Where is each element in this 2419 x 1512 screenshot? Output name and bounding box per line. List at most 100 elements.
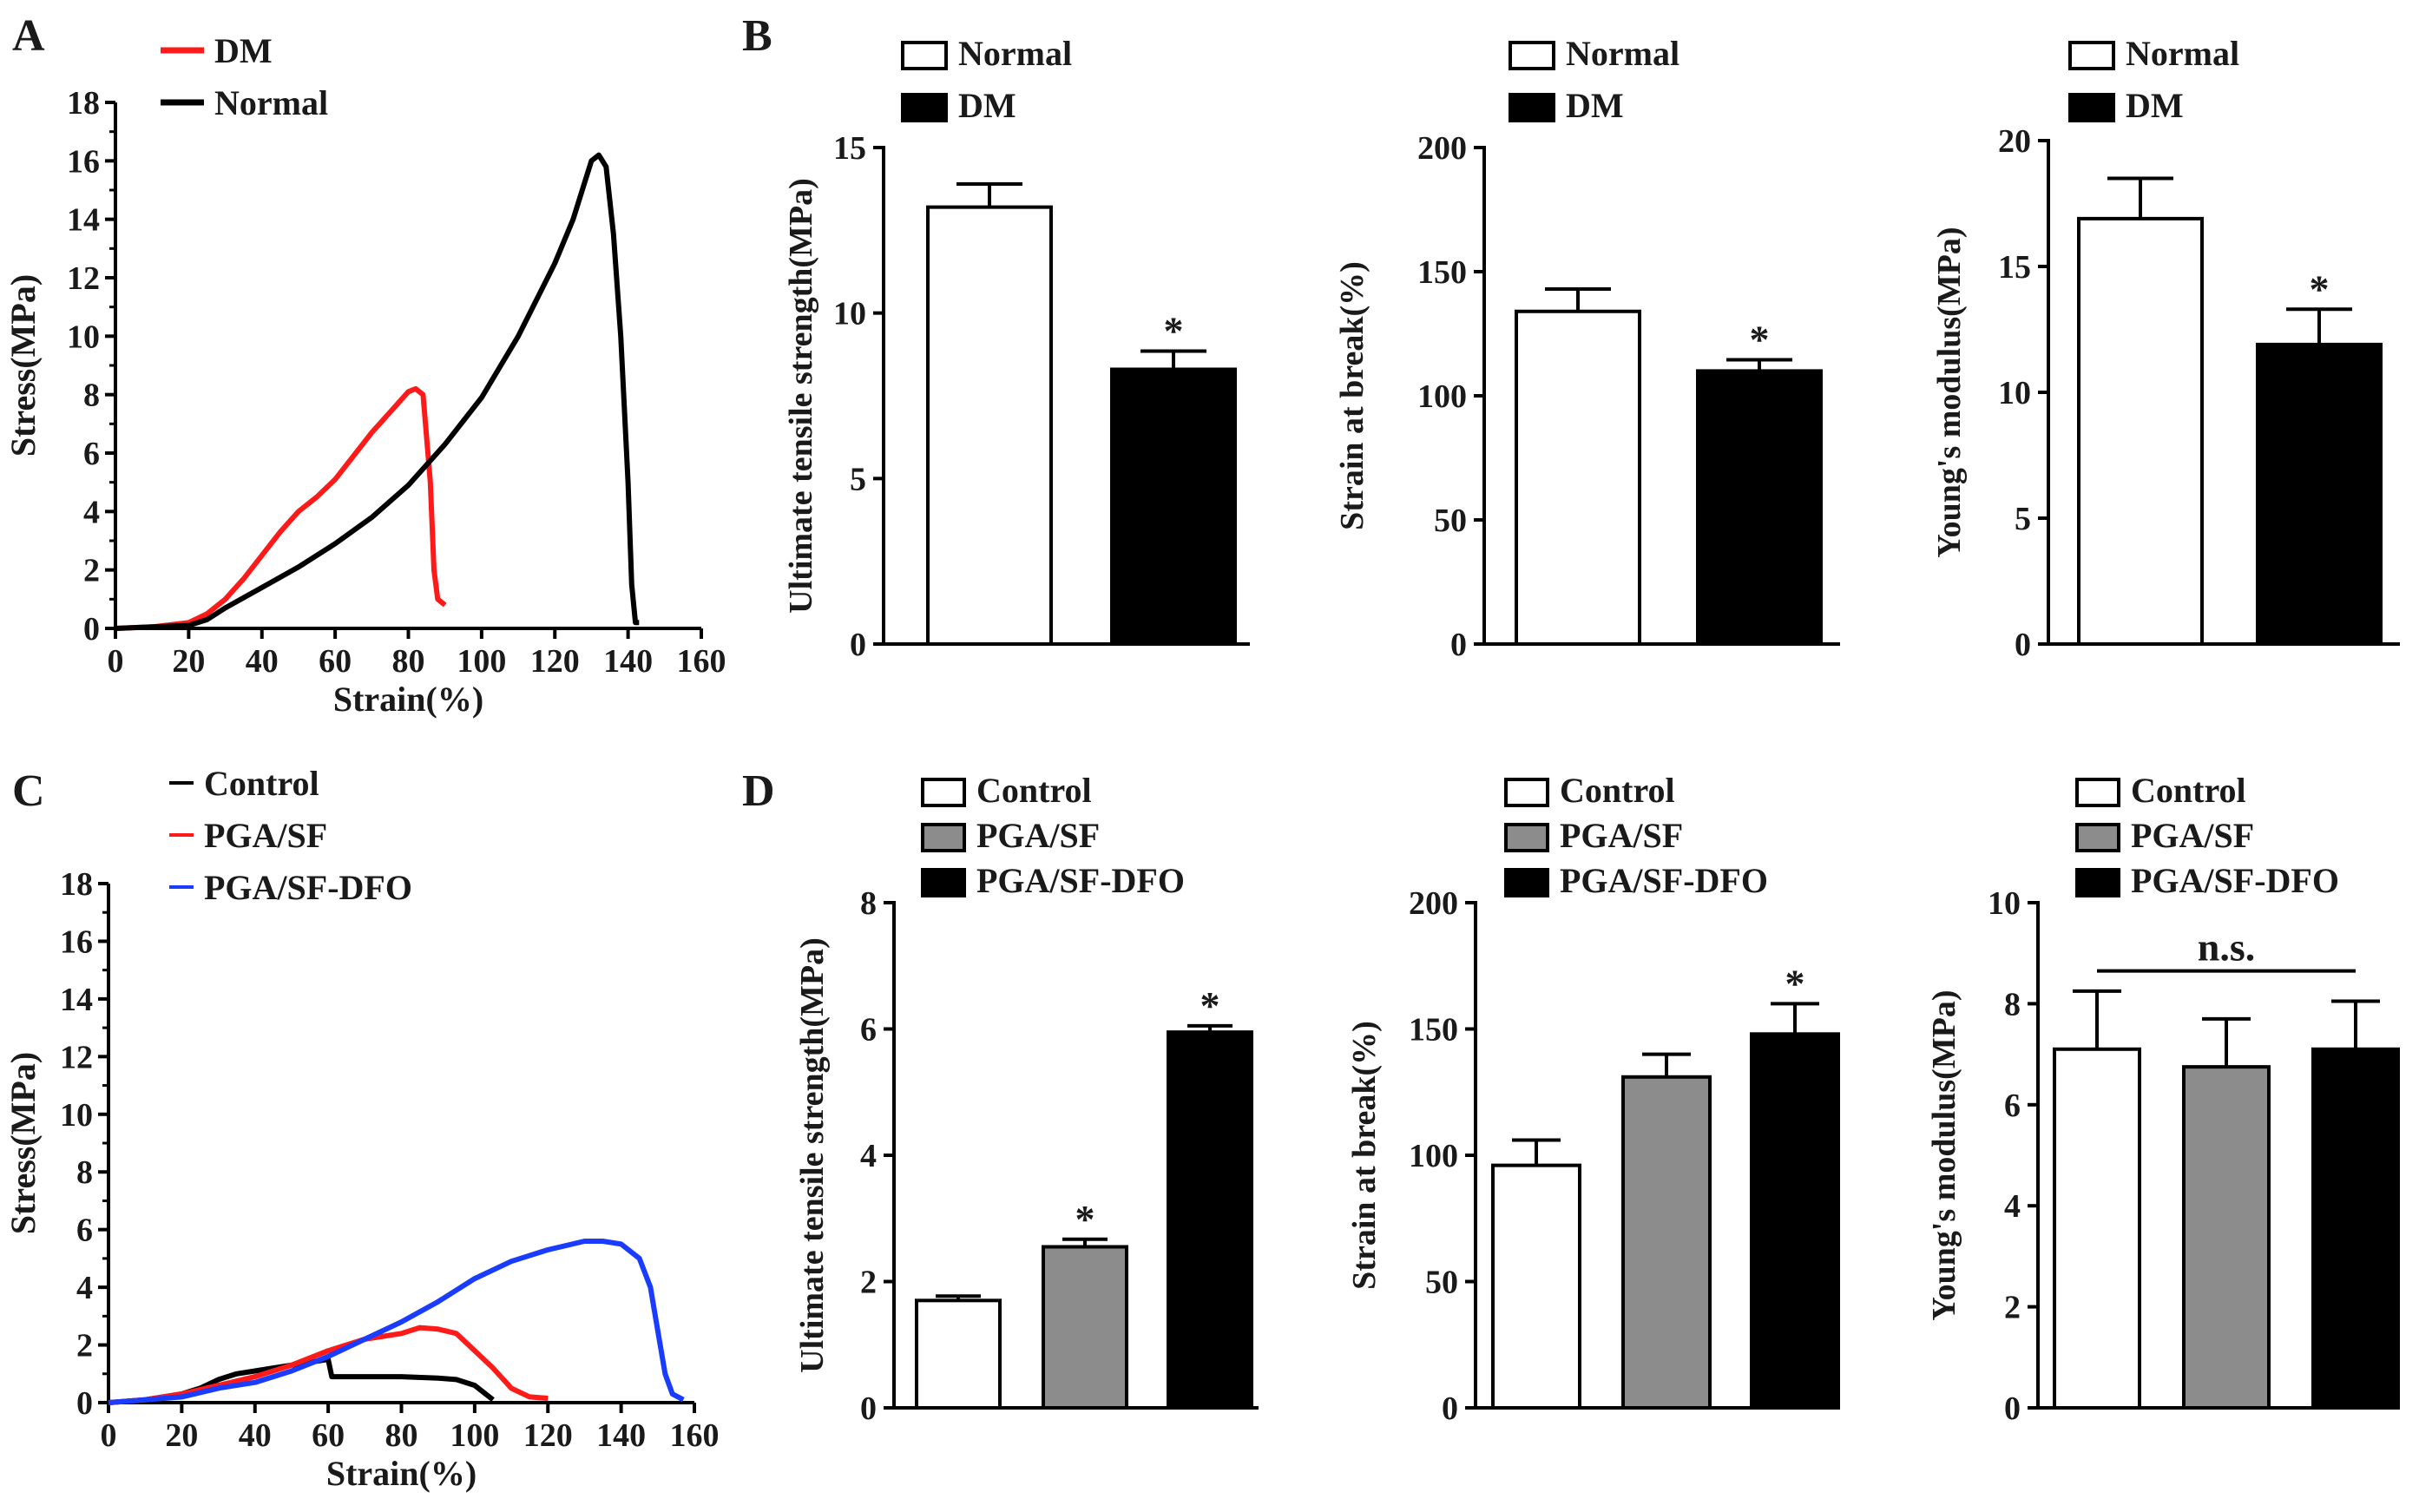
legend-label: PGA/SF-DFO — [204, 868, 412, 907]
y-tick-label: 18 — [67, 85, 100, 122]
stress-strain-chart-c: 0 2 4 6 8 10 12 14 16 18 0 20 40 60 80 100 120 140 160 Stra… — [3, 764, 720, 1493]
y-tick-label: 150 — [1409, 1012, 1458, 1049]
y-axis-label: Ultimate tensile strength(MPa) — [794, 937, 831, 1373]
legend-label: Control — [2131, 771, 2246, 810]
y-axis-label: Young's modulus(MPa) — [1926, 989, 1962, 1320]
legend-label: Normal — [214, 83, 328, 122]
legend-swatch — [2068, 93, 2115, 122]
legend-swatch — [1504, 823, 1549, 852]
bar — [2077, 216, 2204, 646]
y-tick-label: 0 — [1442, 1390, 1458, 1427]
y-tick-label: 0 — [2004, 1390, 2021, 1427]
legend-swatch — [901, 41, 948, 70]
x-tick-label: 140 — [603, 643, 653, 680]
y-axis-label: Strain at break(%) — [1346, 1021, 1383, 1290]
legend-swatch — [2075, 868, 2120, 897]
y-tick-label: 4 — [83, 494, 100, 530]
bar-chart-d-strain: 0 50 100 150 200 Strain at break(%) Control PGA… — [1346, 771, 1840, 1427]
y-tick-label: 12 — [60, 1039, 93, 1075]
bar — [1621, 1075, 1712, 1410]
y-tick-label: 50 — [1434, 503, 1467, 539]
legend-label: Control — [1560, 771, 1675, 810]
legend-swatch — [2075, 778, 2120, 807]
legend-label: PGA/SF — [2131, 816, 2254, 855]
significance-marker: * — [1164, 309, 1184, 353]
bar-chart-b-strain: 0 50 100 150 200 Strain at break(%) Normal * DM — [1334, 34, 1840, 663]
x-tick-label: 100 — [457, 643, 506, 680]
y-tick-label: 5 — [2015, 501, 2031, 537]
bar — [1042, 1245, 1128, 1410]
y-tick-label: 0 — [850, 627, 866, 663]
y-tick-label: 14 — [67, 202, 100, 239]
y-tick-label: 8 — [76, 1154, 93, 1191]
bar-chart-d-strength: 0 2 4 6 8 Ultimate tensile strength(MPa) Contr… — [794, 771, 1259, 1427]
bar — [2256, 342, 2383, 646]
y-tick-label: 100 — [1409, 1138, 1458, 1174]
y-tick-label: 150 — [1417, 254, 1467, 291]
significance-label: n.s. — [2198, 925, 2255, 970]
x-tick-label: 20 — [172, 643, 205, 680]
y-tick-label: 12 — [67, 260, 100, 297]
y-tick-label: 0 — [83, 611, 100, 648]
significance-marker: * — [1750, 318, 1770, 362]
legend-label: PGA/SF-DFO — [2131, 861, 2339, 900]
y-tick-label: 2 — [76, 1328, 93, 1364]
legend-label: PGA/SF-DFO — [1560, 861, 1768, 900]
y-tick-label: 10 — [60, 1097, 93, 1134]
legend-label: PGA/SF — [1560, 816, 1683, 855]
y-tick-label: 50 — [1425, 1265, 1458, 1301]
legend-swatch — [1504, 778, 1549, 807]
y-axis-label: Stress(MPa) — [3, 274, 43, 457]
panel-label-b: B — [742, 11, 772, 61]
y-tick-label: 2 — [83, 553, 100, 589]
x-tick-label: 160 — [677, 643, 726, 680]
bar — [1167, 1030, 1253, 1410]
y-tick-label: 5 — [850, 461, 866, 497]
x-tick-label: 80 — [385, 1417, 418, 1454]
x-tick-label: 140 — [596, 1417, 646, 1454]
x-tick-label: 40 — [239, 1417, 272, 1454]
y-tick-label: 0 — [2015, 627, 2031, 663]
y-tick-label: 0 — [1450, 627, 1467, 663]
bar — [2182, 1065, 2271, 1410]
series-line — [115, 152, 640, 631]
legend-swatch — [921, 778, 966, 807]
y-tick-label: 14 — [60, 982, 93, 1018]
x-tick-label: 160 — [670, 1417, 720, 1454]
y-axis-label: Ultimate tensile strength(MPa) — [783, 178, 819, 614]
panel-label-c: C — [12, 766, 45, 816]
y-tick-label: 0 — [860, 1390, 877, 1427]
y-tick-label: 100 — [1417, 378, 1467, 415]
y-axis-label: Strain at break(%) — [1334, 261, 1371, 530]
bar — [1696, 369, 1823, 646]
x-axis-label: Strain(%) — [326, 1454, 477, 1493]
legend-swatch — [1509, 41, 1555, 70]
y-tick-label: 200 — [1409, 885, 1458, 922]
legend-swatch — [1504, 868, 1549, 897]
significance-marker: * — [1785, 961, 1805, 1005]
y-axis-label: Young's modulus(MPa) — [1931, 227, 1968, 557]
y-tick-label: 6 — [76, 1213, 93, 1249]
y-tick-label: 8 — [83, 378, 100, 414]
legend-label: Control — [204, 764, 319, 803]
panel-label-a: A — [12, 11, 45, 61]
legend-swatch — [1509, 93, 1555, 122]
y-tick-label: 15 — [1998, 249, 2031, 286]
x-tick-label: 80 — [392, 643, 425, 680]
y-tick-label: 6 — [2004, 1088, 2021, 1124]
bar — [1515, 309, 1641, 646]
y-tick-label: 20 — [1998, 123, 2031, 160]
x-tick-label: 60 — [319, 643, 352, 680]
legend-swatch — [2075, 823, 2120, 852]
stress-strain-chart-a: 0 2 4 6 8 10 12 14 16 18 0 20 40 60 80 100 120 140 160 Stra… — [3, 31, 726, 719]
y-tick-label: 4 — [76, 1270, 93, 1306]
bar — [1750, 1032, 1840, 1410]
legend-label: Normal — [2126, 34, 2239, 73]
legend-label: DM — [958, 86, 1016, 125]
legend-label: DM — [1566, 86, 1624, 125]
bar — [2053, 1047, 2141, 1410]
x-tick-label: 0 — [101, 1417, 117, 1454]
legend-swatch — [921, 868, 966, 897]
y-tick-label: 0 — [76, 1385, 93, 1422]
